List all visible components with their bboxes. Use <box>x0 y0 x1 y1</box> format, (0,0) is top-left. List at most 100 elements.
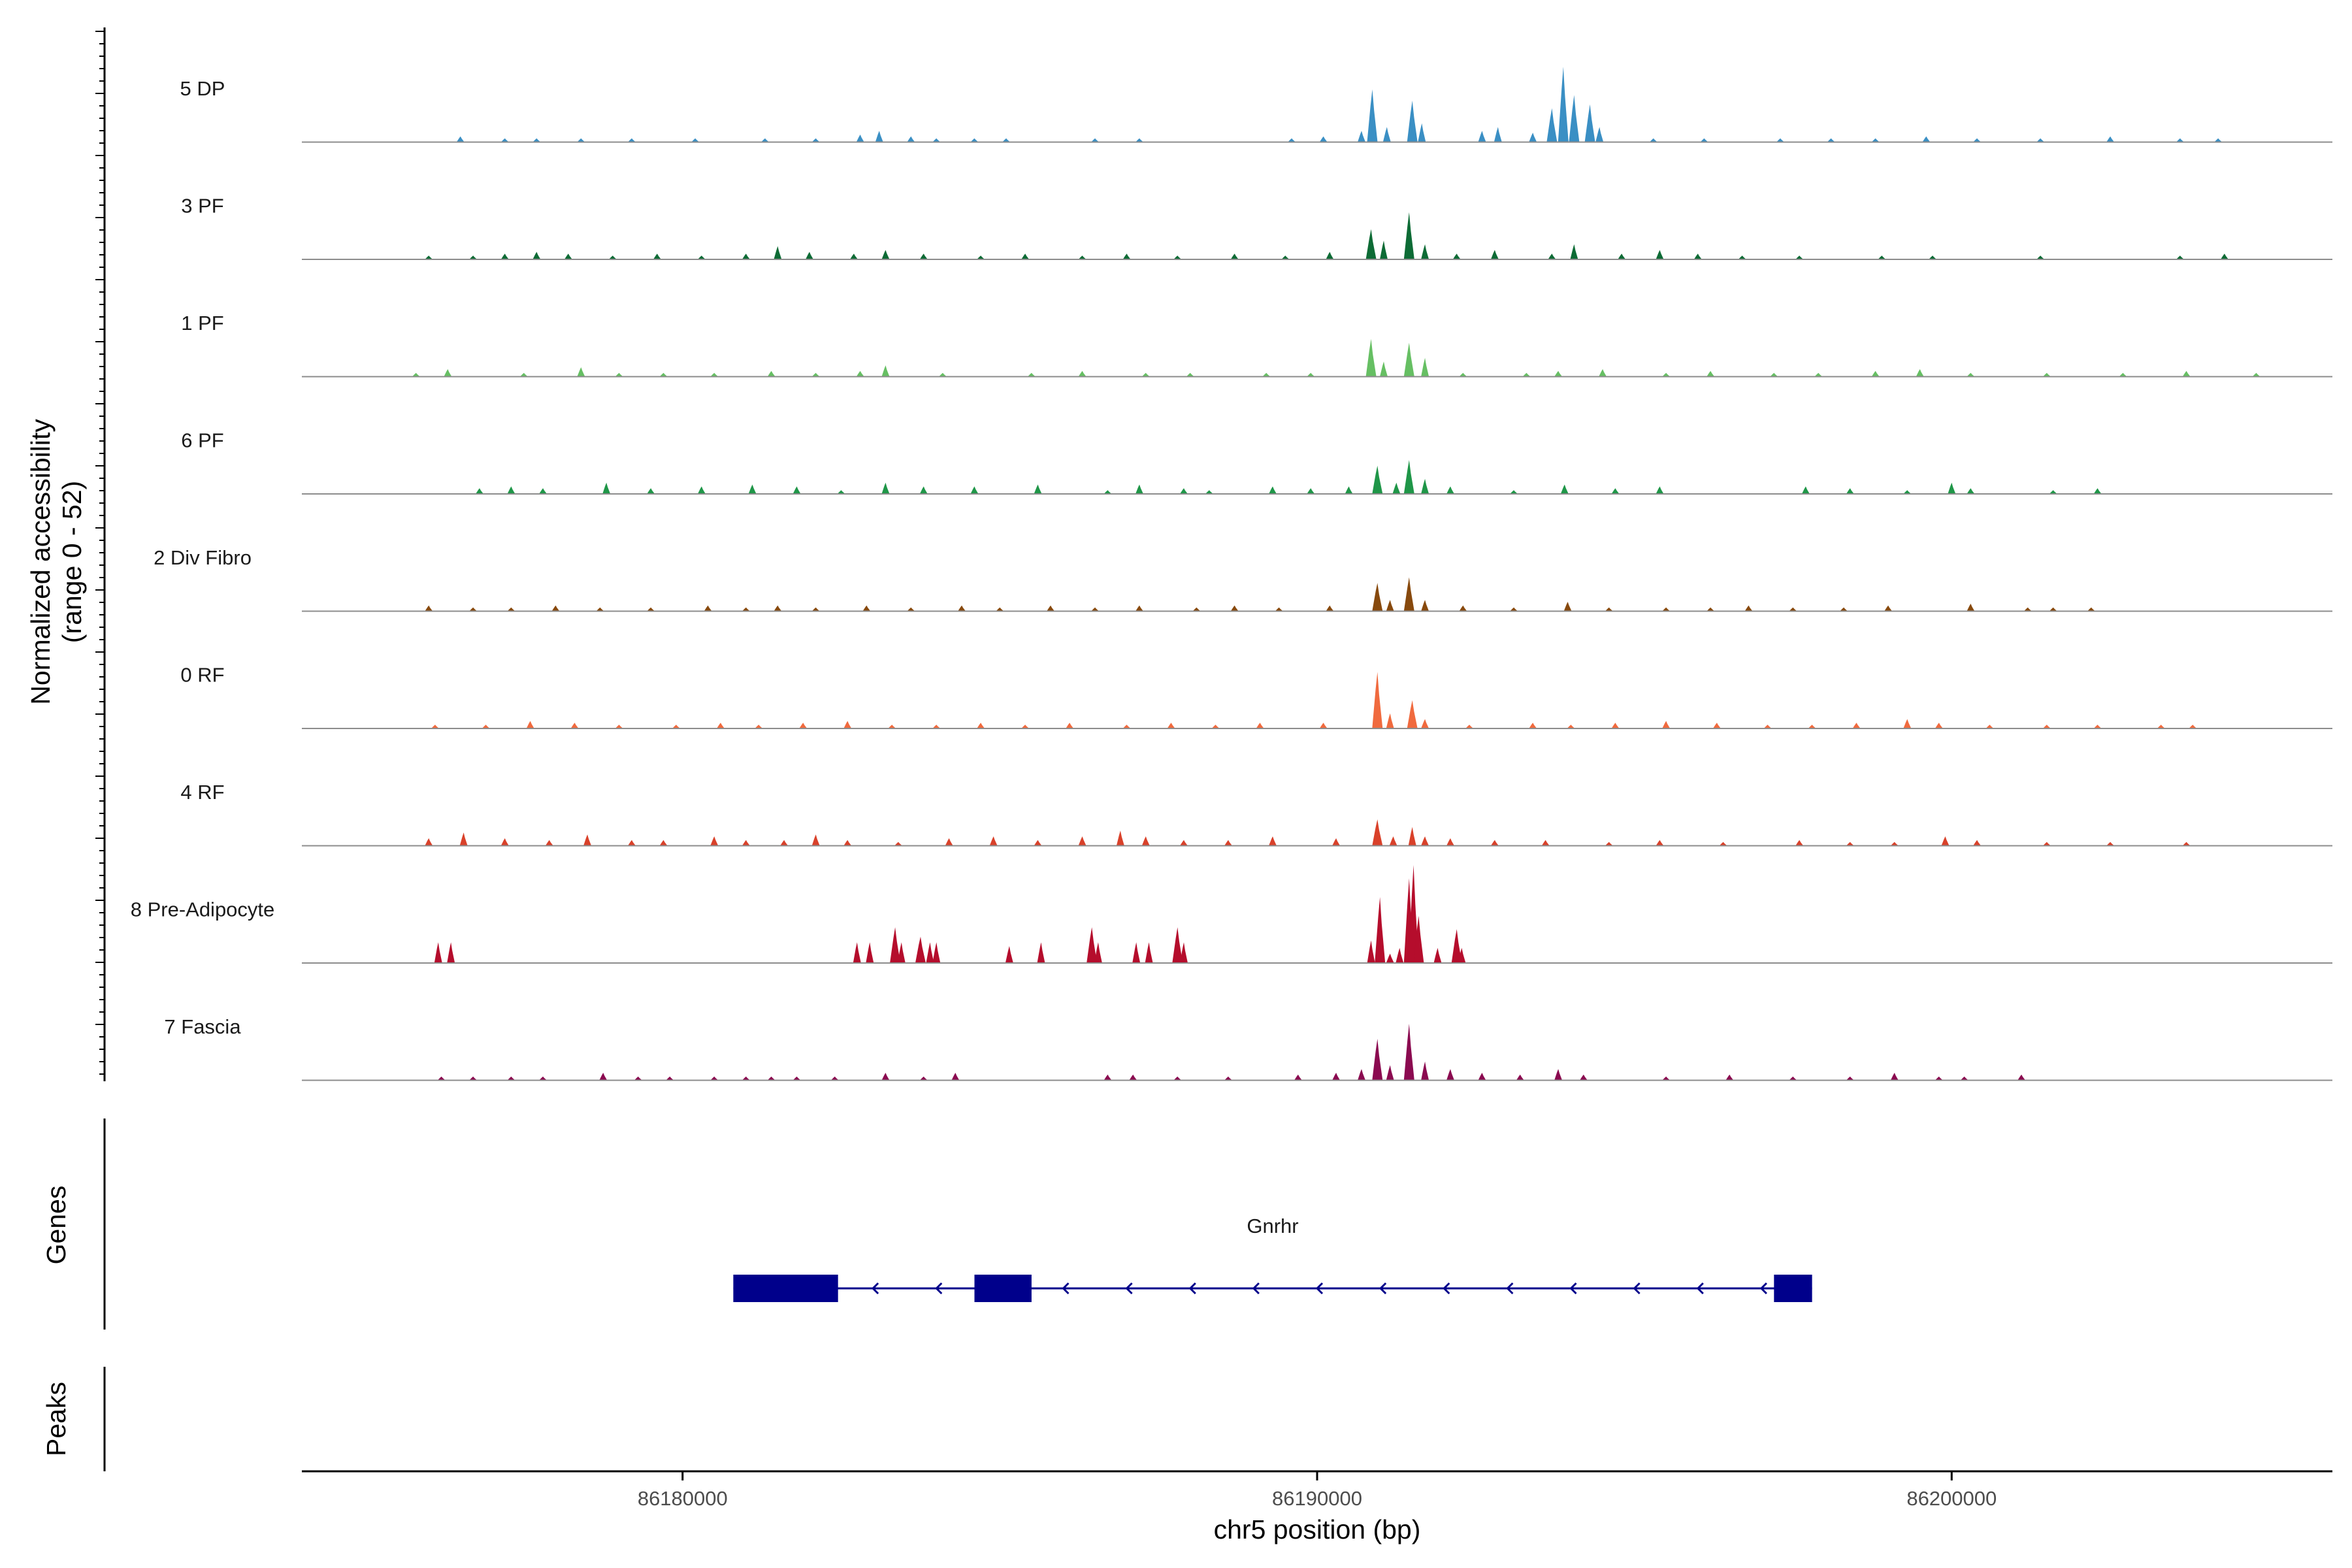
coverage-peak <box>2182 370 2191 377</box>
coverage-peak <box>2182 841 2191 846</box>
gene-name-label: Gnrhr <box>1247 1215 1298 1237</box>
coverage-peak <box>1884 605 1893 612</box>
coverage-peak <box>1446 1069 1454 1081</box>
coverage-peak <box>1389 836 1397 846</box>
gene-strand-arrow <box>1569 1282 1577 1295</box>
coverage-peak <box>1005 946 1013 963</box>
coverage-peak <box>1091 138 1100 142</box>
coverage-peak <box>742 253 750 259</box>
track-label: 0 RF <box>180 664 224 687</box>
coverage-peak <box>1180 942 1188 963</box>
coverage-peak <box>1903 719 1912 728</box>
coverage-peak <box>1421 1061 1429 1081</box>
coverage-peak <box>1459 605 1467 612</box>
coverage-peak <box>1744 605 1753 612</box>
coverage-peak <box>1386 713 1394 728</box>
coverage-peak <box>1078 370 1086 377</box>
coverage-peak <box>697 486 706 494</box>
coverage-peak <box>1522 372 1531 377</box>
coverage-peak <box>1890 841 1899 846</box>
coverage-peak <box>1145 942 1153 963</box>
coverage-peak <box>1224 840 1232 846</box>
coverage-peak <box>1611 488 1620 494</box>
coverage-peak <box>881 482 890 494</box>
coverage-peak <box>647 488 655 494</box>
coverage-peak <box>431 725 439 728</box>
coverage-peak <box>843 721 852 728</box>
track-2-div-fibro: 2 Div Fibro <box>154 546 2332 612</box>
coverage-peak <box>1579 1074 1588 1081</box>
coverage-peak <box>1294 1074 1302 1081</box>
track-8-pre-adipocyte: 8 Pre-Adipocyte <box>131 865 2332 964</box>
track-label: 2 Div Fibro <box>154 546 252 569</box>
coverage-peak <box>1618 253 1626 259</box>
coverage-peak <box>539 488 547 494</box>
coverage-peak <box>1967 372 1975 377</box>
coverage-peak <box>970 486 979 494</box>
coverage-peak <box>2042 372 2051 377</box>
coverage-peak <box>748 484 757 494</box>
coverage-peak <box>628 840 636 846</box>
coverage-peak <box>1916 369 1924 377</box>
coverage-peak <box>1345 486 1353 494</box>
coverage-peak <box>1269 486 1277 494</box>
coverage-peak <box>1649 138 1658 142</box>
coverage-peak <box>1611 723 1620 728</box>
coverage-peak <box>1446 486 1454 494</box>
coverage-peak <box>1529 133 1537 142</box>
coverage-peak <box>570 723 579 728</box>
coverage-peak <box>850 253 858 259</box>
track-label: 1 PF <box>181 312 223 335</box>
coverage-peak <box>2189 725 2197 728</box>
coverage-peak <box>1871 138 1880 142</box>
coverage-peak <box>888 725 896 728</box>
coverage-peak <box>1725 1074 1734 1081</box>
track-group: 5 DP 3 PF 1 PF 6 PF 2 Div Fibro 0 RF 4 RF 8 Pre… <box>131 67 2332 1081</box>
coverage-peak <box>691 138 700 142</box>
coverage-peak <box>1808 725 1816 728</box>
coverage-peak <box>1421 836 1429 846</box>
coverage-peak <box>1827 138 1835 142</box>
coverage-peak <box>500 138 509 142</box>
coverage-peak <box>507 1076 515 1081</box>
coverage-peak <box>1871 370 1880 377</box>
coverage-peak <box>970 138 979 142</box>
coverage-peak <box>1319 136 1328 142</box>
coverage-peak <box>1529 723 1537 728</box>
coverage-peak <box>996 607 1004 612</box>
coverage-peak <box>1365 338 1377 377</box>
coverage-peak <box>1403 577 1414 612</box>
coverage-peak <box>519 372 528 377</box>
y-axis-label: Normalized accessibility <box>25 419 56 705</box>
coverage-peak <box>1407 101 1418 142</box>
coverage-peak <box>1478 1073 1486 1081</box>
coverage-peak <box>1172 927 1183 963</box>
coverage-peak <box>1413 915 1424 963</box>
coverage-peak <box>412 372 420 377</box>
coverage-peak <box>1372 1039 1383 1081</box>
coverage-peak <box>1078 255 1086 259</box>
coverage-peak <box>1973 138 1982 142</box>
coverage-peak <box>1173 1076 1182 1081</box>
coverage-peak <box>1319 723 1328 728</box>
coverage-peak <box>602 482 611 494</box>
coverage-peak <box>1985 725 1994 728</box>
coverage-peak <box>1396 947 1404 963</box>
coverage-peak <box>1403 212 1414 259</box>
coverage-peak <box>469 607 478 612</box>
coverage-peak <box>1510 490 1518 494</box>
coverage-peak <box>697 255 706 259</box>
coverage-peak <box>1662 1076 1671 1081</box>
coverage-peak <box>1948 482 1956 494</box>
coverage-peak <box>2017 1074 2026 1081</box>
coverage-peak <box>1392 482 1401 494</box>
coverage-peak <box>1262 372 1271 377</box>
coverage-peak <box>1960 1076 1968 1081</box>
coverage-peak <box>1446 838 1454 846</box>
coverage-peak <box>1546 108 1558 142</box>
coverage-peak <box>761 138 769 142</box>
coverage-peak <box>811 372 820 377</box>
coverage-peak <box>1288 138 1296 142</box>
coverage-peak <box>1180 488 1188 494</box>
